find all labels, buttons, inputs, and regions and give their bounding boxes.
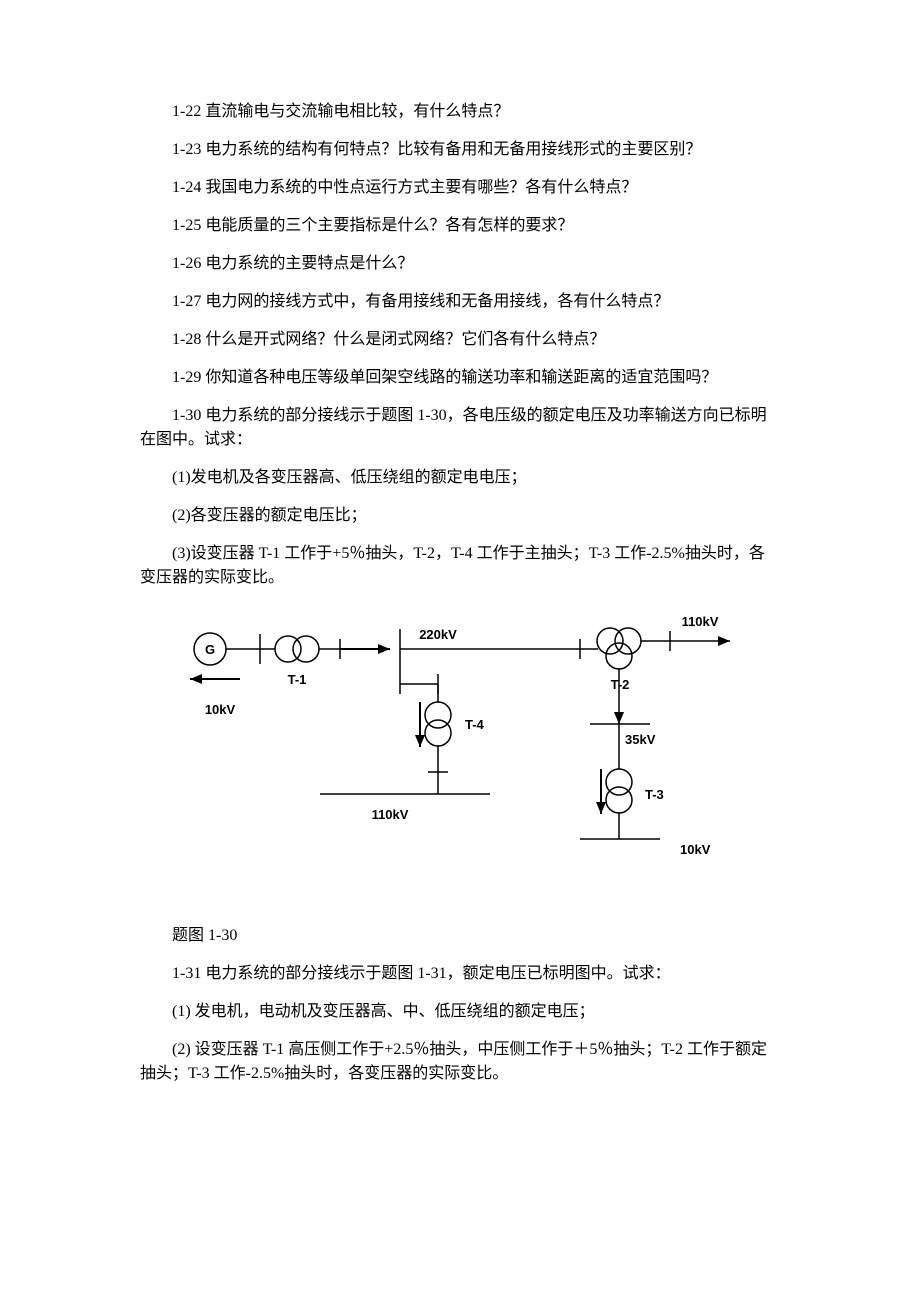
question-1-30-sub1: (1)发电机及各变压器高、低压绕组的额定电电压；	[140, 466, 780, 490]
question-1-30-sub2: (2)各变压器的额定电压比；	[140, 504, 780, 528]
generator-label: G	[205, 642, 215, 657]
question-1-28: 1-28 什么是开式网络？什么是闭式网络？它们各有什么特点？	[140, 328, 780, 352]
voltage-110kv-right: 110kV	[682, 614, 719, 629]
question-1-30-sub3: (3)设变压器 T-1 工作于+5％抽头，T-2，T-4 工作于主抽头；T-3 …	[140, 542, 780, 590]
question-1-26: 1-26 电力系统的主要特点是什么？	[140, 252, 780, 276]
voltage-10kv-right: 10kV	[680, 842, 711, 857]
t3-label: T-3	[645, 787, 664, 802]
question-1-25: 1-25 电能质量的三个主要指标是什么？各有怎样的要求？	[140, 214, 780, 238]
question-1-24: 1-24 我国电力系统的中性点运行方式主要有哪些？各有什么特点？	[140, 176, 780, 200]
question-1-23: 1-23 电力系统的结构有何特点？比较有备用和无备用接线形式的主要区别？	[140, 138, 780, 162]
voltage-10kv-left: 10kV	[205, 702, 236, 717]
voltage-35kv: 35kV	[625, 732, 656, 747]
question-1-29: 1-29 你知道各种电压等级单回架空线路的输送功率和输送距离的适宜范围吗？	[140, 366, 780, 390]
question-1-22: 1-22 直流输电与交流输电相比较，有什么特点？	[140, 100, 780, 124]
circuit-diagram: G 10kV T-1 220kV T-2 110	[180, 604, 740, 904]
question-1-31-sub2: (2) 设变压器 T-1 高压侧工作于+2.5％抽头，中压侧工作于＋5％抽头；T…	[140, 1038, 780, 1086]
voltage-220kv: 220kV	[419, 627, 457, 642]
question-1-27: 1-27 电力网的接线方式中，有备用接线和无备用接线，各有什么特点？	[140, 290, 780, 314]
t2-label: T-2	[611, 677, 630, 692]
t4-label: T-4	[465, 717, 485, 732]
t1-label: T-1	[288, 672, 307, 687]
question-1-30-intro: 1-30 电力系统的部分接线示于题图 1-30，各电压级的额定电压及功率输送方向…	[140, 404, 780, 452]
figure-caption: 题图 1-30	[140, 924, 780, 948]
question-1-31-intro: 1-31 电力系统的部分接线示于题图 1-31，额定电压已标明图中。试求：	[140, 962, 780, 986]
question-1-31-sub1: (1) 发电机，电动机及变压器高、中、低压绕组的额定电压；	[140, 1000, 780, 1024]
voltage-110kv-bottom: 110kV	[372, 807, 409, 822]
